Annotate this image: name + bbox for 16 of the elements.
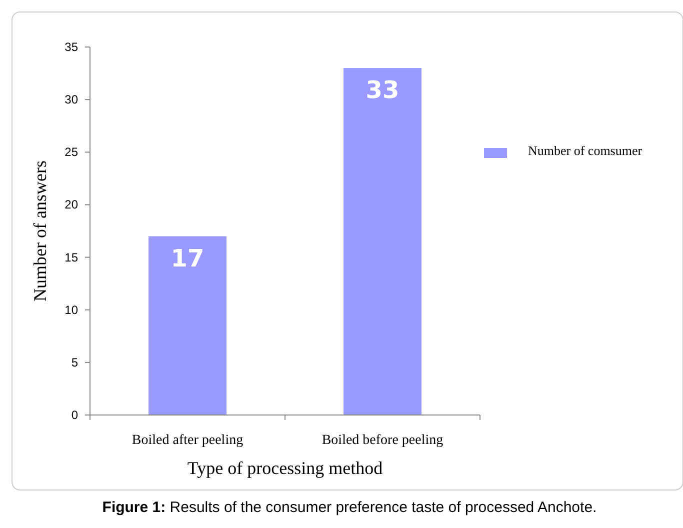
data-label: 17 — [170, 244, 204, 272]
data-label: 33 — [366, 76, 400, 104]
y-tick-label: 20 — [64, 198, 78, 212]
x-tick-label: Boiled after peeling — [132, 433, 244, 448]
y-axis-title: Number of answers — [30, 160, 50, 302]
y-tick-label: 10 — [64, 302, 78, 317]
y-tick-label: 15 — [64, 250, 78, 264]
y-tick-label: 25 — [64, 145, 78, 160]
y-tick-label: 0 — [71, 408, 78, 422]
legend-label: Number of comsumer — [528, 143, 643, 158]
y-tick-label: 35 — [64, 40, 78, 54]
y-tick-label: 5 — [71, 355, 78, 370]
y-tick-label: 30 — [64, 92, 78, 107]
caption: Figure 1: Results of the consumer preference taste of processed Anchote. — [102, 499, 597, 516]
x-tick-label: Boiled before peeling — [322, 433, 444, 448]
x-axis-title: Type of processing method — [187, 458, 383, 478]
